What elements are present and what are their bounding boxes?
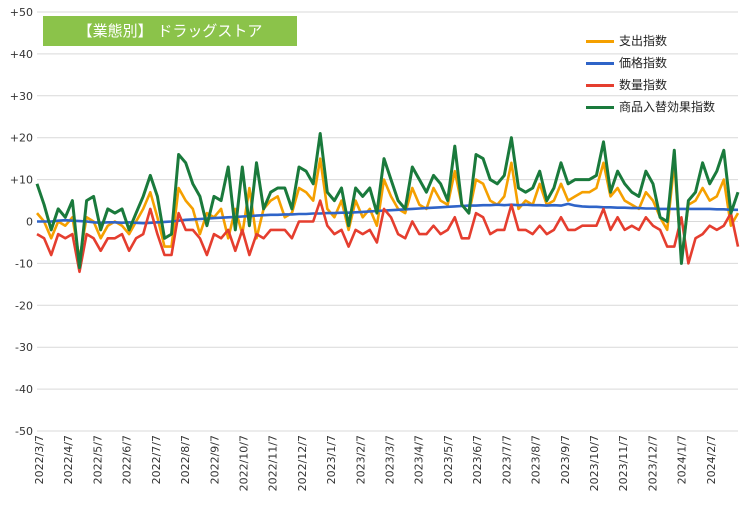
x-tick-label: 2023/2/7 bbox=[354, 435, 367, 484]
y-axis-ticks: +50 +40 +30 +20 +10 0 -10 -20 -30 -40 -50 bbox=[10, 6, 33, 438]
x-tick-label: 2022/11/7 bbox=[267, 435, 280, 491]
legend-label-quantity: 数量指数 bbox=[619, 78, 668, 92]
series-line-3 bbox=[35, 132, 740, 270]
legend-label-replacement: 商品入替効果指数 bbox=[619, 100, 716, 114]
x-tick-label: 2023/9/7 bbox=[559, 435, 572, 484]
x-tick-label: 2023/12/7 bbox=[646, 435, 659, 491]
y-tick-label: -10 bbox=[15, 257, 33, 270]
chart-title-box: 【業態別】 ドラッグストア bbox=[43, 16, 297, 46]
x-tick-label: 2023/6/7 bbox=[471, 435, 484, 484]
y-tick-label: +20 bbox=[10, 132, 33, 145]
legend-label-price: 価格指数 bbox=[619, 56, 668, 70]
x-tick-label: 2023/11/7 bbox=[617, 435, 630, 491]
x-tick-label: 2022/12/7 bbox=[296, 435, 309, 491]
x-tick-label: 2023/10/7 bbox=[588, 435, 601, 491]
x-tick-label: 2022/5/7 bbox=[91, 435, 104, 484]
legend-swatch-price bbox=[586, 62, 614, 65]
y-tick-label: -30 bbox=[15, 341, 33, 354]
x-tick-label: 2022/9/7 bbox=[208, 435, 221, 484]
x-tick-label: 2022/10/7 bbox=[237, 435, 250, 491]
series-lines bbox=[35, 132, 740, 274]
legend-swatch-spending bbox=[586, 40, 614, 43]
y-tick-label: -40 bbox=[15, 383, 33, 396]
x-tick-label: 2024/1/7 bbox=[676, 435, 689, 484]
y-tick-label: -50 bbox=[15, 425, 33, 438]
x-tick-label: 2023/5/7 bbox=[442, 435, 455, 484]
x-tick-label: 2023/4/7 bbox=[413, 435, 426, 484]
y-tick-label: +40 bbox=[10, 48, 33, 61]
x-tick-label: 2023/3/7 bbox=[384, 435, 397, 484]
y-tick-label: -20 bbox=[15, 299, 33, 312]
legend-label-spending: 支出指数 bbox=[619, 34, 668, 48]
legend-swatch-quantity bbox=[586, 84, 614, 87]
y-tick-label: +30 bbox=[10, 90, 33, 103]
x-tick-label: 2022/7/7 bbox=[150, 435, 163, 484]
x-tick-label: 2024/2/7 bbox=[705, 435, 718, 484]
x-tick-label: 2023/1/7 bbox=[325, 435, 338, 484]
series-line-0 bbox=[36, 157, 740, 261]
x-tick-label: 2022/8/7 bbox=[179, 435, 192, 484]
chart-title: 【業態別】 ドラッグストア bbox=[77, 22, 263, 40]
x-tick-label: 2023/8/7 bbox=[530, 435, 543, 484]
x-tick-label: 2022/3/7 bbox=[33, 435, 46, 484]
series-line-2 bbox=[36, 199, 740, 274]
y-tick-label: +50 bbox=[10, 6, 33, 19]
legend-swatch-replacement bbox=[586, 106, 614, 109]
x-tick-label: 2022/6/7 bbox=[121, 435, 134, 484]
x-axis-ticks: 2022/3/7 2022/4/7 2022/5/7 2022/6/7 2022/7/7… bbox=[33, 435, 718, 491]
y-tick-label: +10 bbox=[10, 174, 33, 187]
x-tick-label: 2023/7/7 bbox=[500, 435, 513, 484]
y-tick-label: 0 bbox=[26, 216, 33, 229]
x-tick-label: 2022/4/7 bbox=[62, 435, 75, 484]
